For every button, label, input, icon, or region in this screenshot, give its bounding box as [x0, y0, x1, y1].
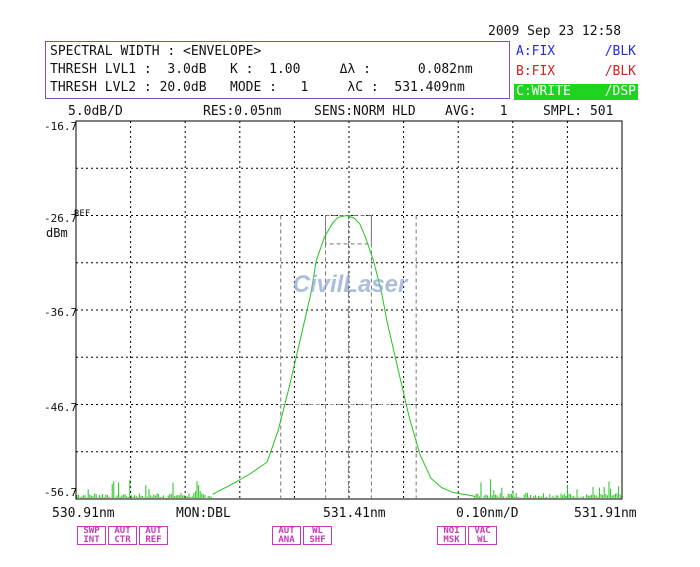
trace-a-name: A:FIX [516, 44, 556, 59]
trace-c-mode: /DSP [604, 84, 636, 99]
softkey-swp-int[interactable]: SWP INT [77, 526, 106, 545]
average-label: AVG: 1 [445, 104, 508, 119]
watermark: CivilLaser [293, 271, 409, 298]
param-line-2: THRESH LVL1 : 3.0dB K : 1.00 Δλ : 0.082n… [50, 62, 473, 77]
trace-a-status[interactable]: A:FIX /BLK [514, 44, 638, 60]
softkey-aut-ctr[interactable]: AUT CTR [108, 526, 137, 545]
trace-c-status[interactable]: C:WRITE /DSP [514, 84, 638, 100]
ref-label: REF [74, 209, 91, 219]
softkey-aut-ana[interactable]: AUT ANA [272, 526, 301, 545]
y-tick-label: -46.7 [44, 401, 78, 414]
y-tick-label: -16.7 [44, 120, 78, 133]
softkey-aut-ref[interactable]: AUT REF [139, 526, 168, 545]
softkey-wl-shf[interactable]: WL SHF [303, 526, 332, 545]
sampling-label: SMPL: 501 [543, 104, 614, 119]
span-label: 0.10nm/D [456, 506, 519, 521]
param-line-3: THRESH LVL2 : 20.0dB MODE : 1 λC : 531.4… [50, 80, 465, 95]
trace-c-name: C:WRITE [516, 84, 571, 99]
sensitivity-label: SENS:NORM HLD [314, 104, 416, 119]
trace-b-status[interactable]: B:FIX /BLK [514, 64, 638, 80]
analysis-params-box: SPECTRAL WIDTH : <ENVELOPE> THRESH LVL1 … [45, 41, 510, 99]
param-line-1: SPECTRAL WIDTH : <ENVELOPE> [50, 44, 262, 59]
start-wavelength: 530.91nm [52, 506, 115, 521]
noise-floor-segment [474, 479, 621, 498]
grid [76, 121, 622, 499]
y-tick-label: -56.7 [44, 486, 78, 499]
threshold-box-upper [325, 215, 372, 245]
trace-b-mode: /BLK [604, 64, 636, 79]
trace-b-name: B:FIX [516, 64, 556, 79]
y-tick-label: -26.7 [44, 212, 78, 225]
spectrum-trace [212, 214, 475, 497]
analysis-markers [280, 215, 417, 499]
trace-a-mode: /BLK [604, 44, 636, 59]
datetime: 2009 Sep 23 12:58 [488, 24, 622, 39]
scale-label: 5.0dB/D [68, 104, 123, 119]
resolution-label: RES:0.05nm [203, 104, 282, 119]
unit-label: dBm [46, 226, 68, 240]
noise-floor [76, 479, 621, 498]
y-tick-label: -36.7 [44, 306, 78, 319]
center-wavelength: 531.41nm [323, 506, 386, 521]
noise-floor-segment [76, 479, 212, 498]
stop-wavelength: 531.91nm [574, 506, 637, 521]
monitor-label: MON:DBL [176, 506, 231, 521]
softkey-vac-wl[interactable]: VAC WL [468, 526, 497, 545]
softkey-noi-msk[interactable]: NOI MSK [437, 526, 466, 545]
